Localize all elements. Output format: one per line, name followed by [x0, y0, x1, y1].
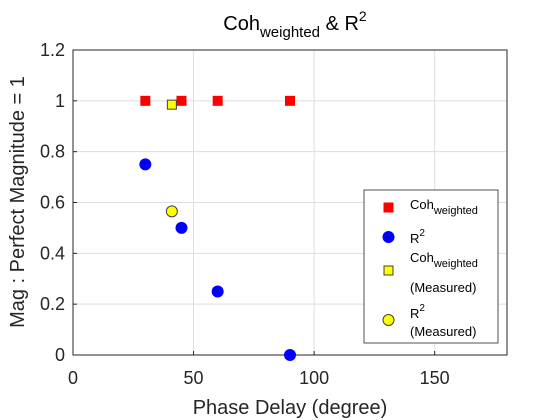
title-base: Coh: [223, 13, 260, 35]
legend-marker-r2-measured: [382, 314, 395, 326]
data-point-circle-s1: [211, 285, 224, 298]
data-point-square-s2: [166, 99, 177, 110]
data-point-circle-s1: [175, 221, 188, 234]
data-point-circle-s1: [284, 349, 296, 361]
y-tick-label: 0: [55, 345, 65, 365]
legend-marker-coh-weighted: [383, 202, 394, 213]
x-axis-label: Phase Delay (degree): [193, 397, 388, 419]
legend-marker-r2: [382, 231, 395, 243]
legend-label-r2: R2: [410, 228, 425, 246]
x-tick-label: 100: [299, 368, 329, 388]
legend-label-r2-measured: R2: [410, 303, 425, 321]
y-tick-label: 1: [55, 91, 65, 111]
legend: Cohweighted R2 Cohweighted (Measured) R2…: [363, 189, 499, 344]
legend-label-coh-weighted: Cohweighted: [410, 197, 478, 217]
x-tick-label: 50: [184, 368, 204, 388]
legend-label-coh-weighted-measured: Cohweighted: [410, 250, 478, 270]
title-middle: & R: [320, 13, 359, 35]
data-point-square-s0: [285, 95, 295, 106]
y-tick-label: 0.6: [40, 193, 65, 213]
legend-label-r2-measured-line2: (Measured): [410, 324, 476, 339]
data-points: [139, 95, 296, 361]
x-tick-label: 150: [420, 368, 450, 388]
y-tick-label: 0.2: [40, 294, 65, 314]
data-point-circle-s3: [165, 205, 178, 218]
title-subscript: weighted: [259, 24, 320, 41]
x-tick-label: 0: [68, 368, 78, 388]
y-axis-label: Mag : Perfect Magnitude = 1: [7, 76, 29, 328]
data-point-square-s0: [212, 95, 223, 106]
data-point-circle-s1: [139, 158, 152, 171]
y-tick-label: 0.8: [40, 142, 65, 162]
data-point-square-s0: [140, 95, 151, 106]
legend-marker-coh-weighted-measured: [383, 265, 394, 276]
y-tick-label: 0.4: [40, 243, 65, 263]
data-point-square-s0: [176, 95, 187, 106]
legend-label-coh-weighted-measured-line2: (Measured): [410, 280, 476, 295]
chart-title: Cohweighted & R2: [223, 8, 367, 41]
y-tick-label: 1.2: [40, 40, 65, 60]
axis-ticks: 0 50 100 150 0 0.2 0.4 0.6 0.8 1 1.2: [40, 40, 450, 388]
title-superscript: 2: [359, 8, 367, 24]
